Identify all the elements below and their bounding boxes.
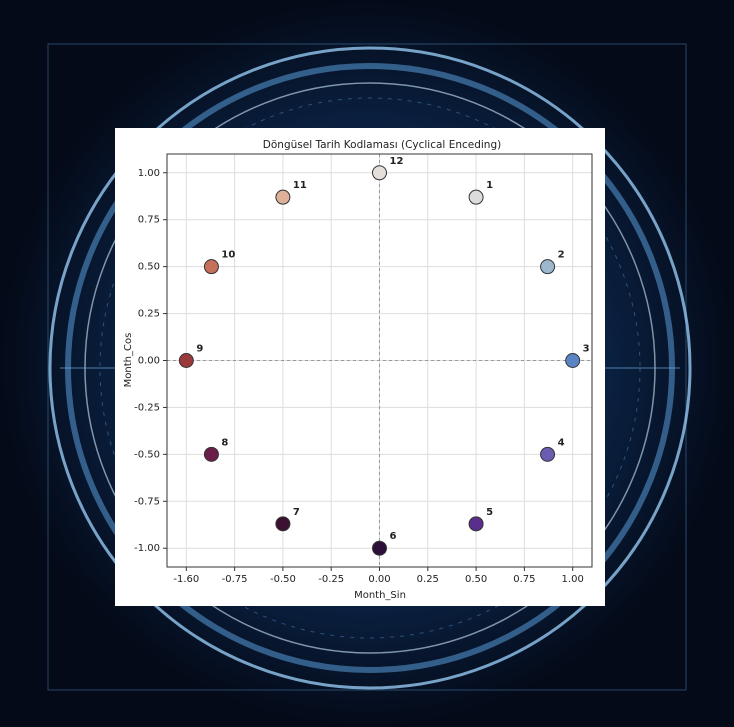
x-tick-label: 0.75 — [513, 574, 535, 585]
point-label: 7 — [293, 507, 300, 518]
point — [469, 517, 483, 531]
y-tick-label: 0.00 — [138, 356, 160, 367]
point-label: 12 — [390, 156, 404, 167]
x-tick-label: 0.50 — [465, 574, 487, 585]
point-label: 3 — [583, 344, 590, 355]
y-tick-label: -1.00 — [134, 543, 160, 554]
chart-title: Döngüsel Tarih Kodlaması (Cyclical Enced… — [263, 139, 501, 151]
y-tick-label: -0.50 — [134, 449, 160, 460]
y-tick-label: -0.25 — [134, 402, 160, 413]
chart: Döngüsel Tarih Kodlaması (Cyclical Enced… — [0, 0, 734, 727]
point-label: 4 — [558, 437, 565, 448]
x-tick-label: 1.00 — [562, 574, 584, 585]
point — [469, 190, 483, 204]
point-label: 6 — [390, 531, 397, 542]
y-tick-label: 0.25 — [138, 309, 160, 320]
point-label: 2 — [558, 250, 565, 261]
x-tick-label: -0.50 — [270, 574, 296, 585]
point — [204, 447, 218, 461]
point-label: 9 — [196, 344, 203, 355]
x-axis-label: Month_Sin — [354, 590, 406, 601]
y-tick-label: 0.75 — [138, 215, 160, 226]
y-tick-label: 0.50 — [138, 262, 160, 273]
point — [276, 190, 290, 204]
page: {"chart_data": { "type": "scatter", "tit… — [0, 0, 734, 727]
x-tick-label: 0.00 — [368, 574, 390, 585]
point-label: 11 — [293, 180, 307, 191]
point-label: 1 — [486, 180, 493, 191]
point-label: 10 — [221, 250, 235, 261]
y-tick-label: 1.00 — [138, 168, 160, 179]
point — [541, 447, 555, 461]
point-label: 8 — [221, 437, 228, 448]
x-tick-label: -0.25 — [318, 574, 344, 585]
point — [276, 517, 290, 531]
x-tick-label: -0.75 — [222, 574, 248, 585]
x-tick-label: 0.25 — [417, 574, 439, 585]
point — [541, 260, 555, 274]
point-label: 5 — [486, 507, 493, 518]
point — [373, 166, 387, 180]
point — [204, 260, 218, 274]
y-axis-label: Month_Cos — [123, 333, 134, 388]
point — [373, 541, 387, 555]
x-tick-label: -1.60 — [173, 574, 199, 585]
point — [179, 354, 193, 368]
y-tick-label: -0.75 — [134, 496, 160, 507]
point — [566, 354, 580, 368]
